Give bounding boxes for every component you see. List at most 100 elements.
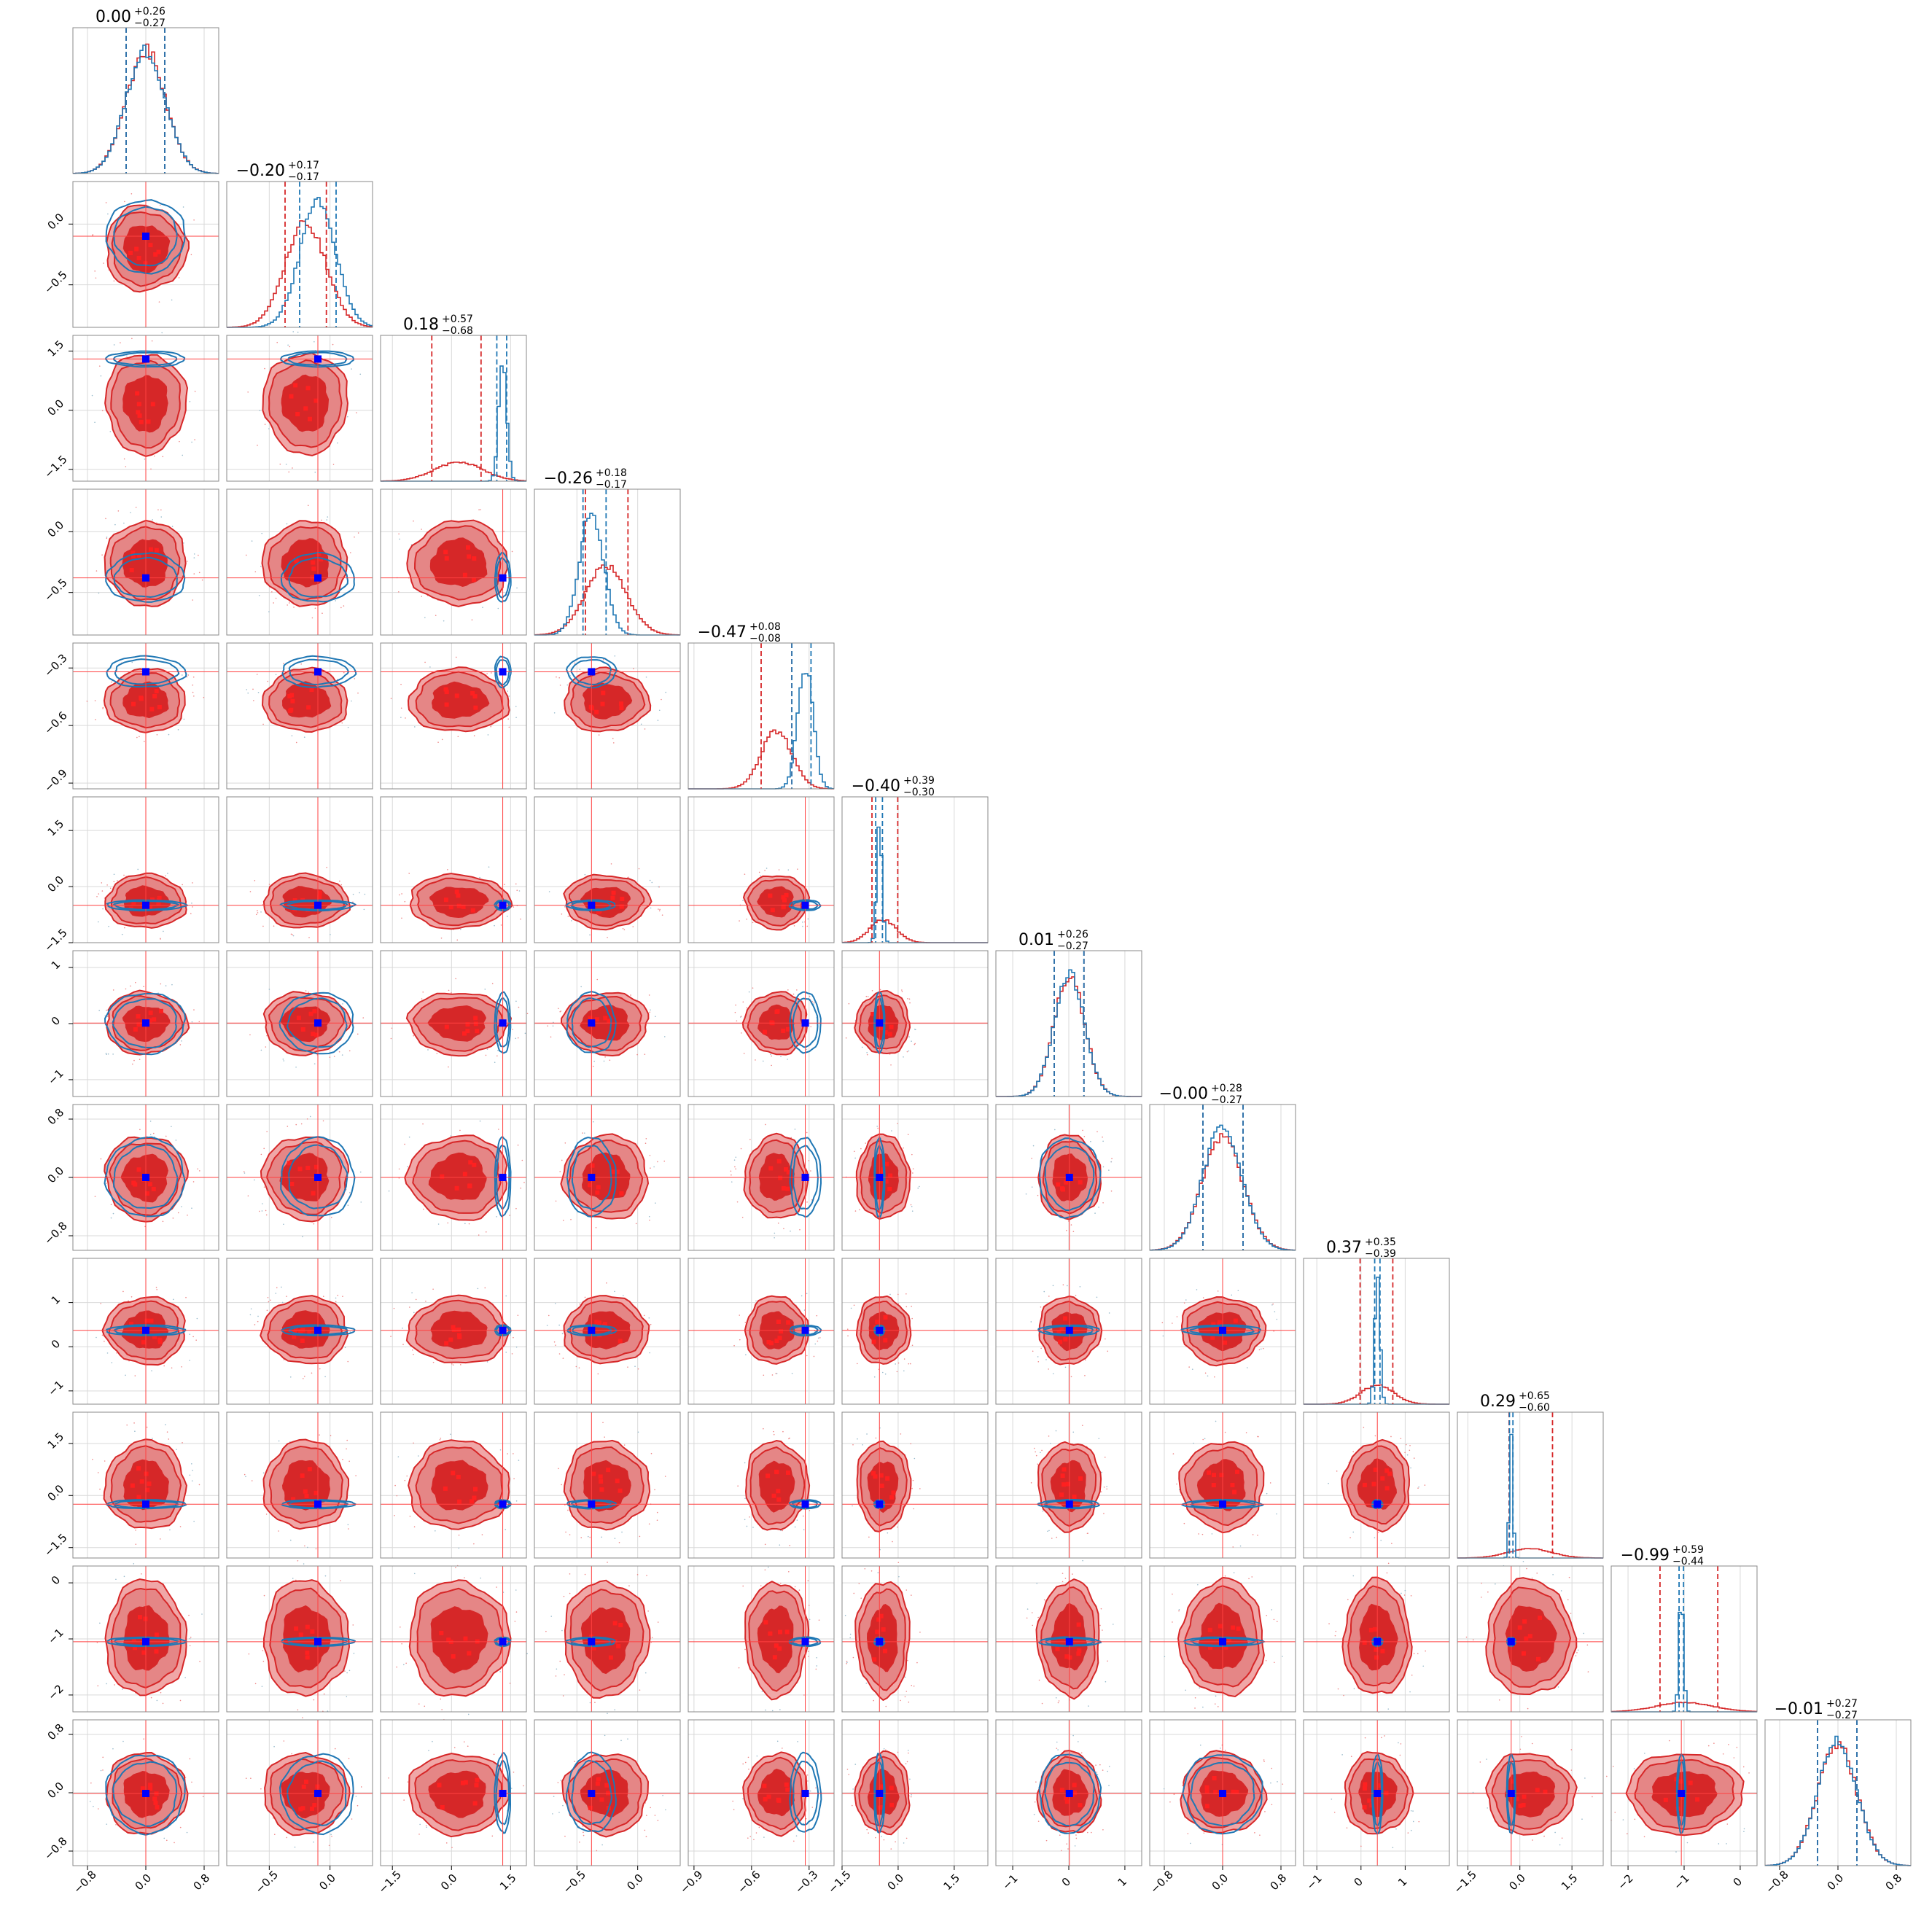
hist-line-blue-6 [996,969,1142,1097]
contour-panel-8-6 [995,1258,1142,1405]
y-tick-label-5-1: 0.0 [45,873,67,895]
param-title-plus-10: +0.59 [1672,1544,1704,1556]
contour-panel-7-5 [841,1104,989,1251]
y-tick-label-10-2: 0 [49,1573,63,1587]
param-title-minus-2: −0.68 [442,325,473,337]
histogram-panel-9 [1457,1411,1604,1559]
hist-line-blue-7 [1150,1124,1296,1251]
contour-panel-10-5 [841,1562,989,1713]
param-title-7: −0.00 [1159,1085,1208,1103]
param-title-minus-3: −0.17 [596,479,627,491]
contour-panel-7-0 [72,1104,219,1251]
y-tick-label-11-2: 0.8 [45,1721,67,1743]
contour-panel-7-4 [688,1104,835,1251]
param-title-minus-1: −0.17 [288,171,319,183]
contour-panel-6-5 [841,950,989,1097]
y-tick-label-2-1: 0.0 [45,397,67,418]
contour-panel-7-3 [534,1104,681,1251]
param-title-10: −0.99 [1621,1546,1670,1565]
x-tick-label-8-2: 1 [1395,1875,1409,1889]
contour-panel-9-5 [841,1411,989,1559]
x-tick-label-11-0: −0.8 [1763,1868,1791,1896]
x-tick-label-11-1: 0.0 [1825,1871,1847,1893]
contour-panel-8-7 [1149,1258,1296,1405]
histogram-panel-10 [1610,1565,1758,1713]
y-tick-label-7-0: −0.8 [42,1219,69,1247]
y-tick-label-10-0: −2 [45,1682,66,1702]
x-tick-label-11-2: 0.8 [1883,1871,1905,1893]
contour-panel-5-3 [534,796,681,943]
contour-panel-9-7 [1149,1411,1296,1559]
hist-line-blue-0 [73,44,219,174]
param-title-5: −0.40 [852,777,900,795]
x-tick-label-10-2: 0 [1731,1875,1745,1889]
contour-panel-9-6 [995,1411,1142,1559]
contour-panel-3-2 [380,488,527,636]
param-title-11: −0.01 [1775,1700,1823,1718]
histogram-panel-7 [1149,1104,1296,1251]
x-tick-label-0-2: 0.8 [191,1871,213,1893]
histogram-panel-2 [380,335,527,482]
contour-panel-11-9 [1457,1719,1604,1866]
contour-panel-10-6 [995,1559,1142,1713]
hist-line-red-9 [1457,1548,1603,1559]
param-title-minus-9: −0.60 [1519,1402,1550,1414]
contour-panel-1-0 [72,181,219,328]
y-tick-label-2-0: −1.5 [42,453,69,480]
contour-panel-4-2 [380,642,527,790]
contour-panel-3-1 [226,488,373,636]
x-tick-label-3-0: −0.5 [561,1868,588,1896]
param-title-4: −0.47 [698,623,747,642]
contour-panel-9-0 [72,1411,219,1559]
y-tick-label-11-0: −0.8 [42,1834,69,1862]
param-title-9: 0.29 [1480,1392,1516,1411]
contour-panel-10-1 [226,1560,373,1718]
y-tick-label-1-0: −0.5 [42,268,69,296]
contour-panel-10-0 [72,1563,219,1713]
x-tick-label-6-1: 0 [1059,1875,1073,1889]
x-tick-label-9-1: 0.0 [1506,1871,1528,1893]
param-title-plus-2: +0.57 [442,313,473,325]
x-tick-label-10-0: −2 [1615,1871,1635,1892]
hist-line-red-2 [381,461,526,482]
x-tick-label-10-1: −1 [1671,1871,1691,1892]
y-tick-label-4-2: −0.3 [42,651,69,679]
hist-line-blue-11 [1765,1735,1911,1866]
contour-panel-7-2 [380,1104,527,1251]
param-title-plus-8: +0.35 [1365,1236,1396,1248]
contour-panel-11-7 [1149,1719,1296,1866]
histogram-panel-11 [1764,1719,1912,1866]
y-tick-label-6-0: −1 [45,1067,66,1087]
contour-panel-4-0 [72,642,219,790]
y-tick-label-5-0: −1.5 [42,926,69,954]
x-tick-label-4-1: −0.6 [735,1868,763,1896]
contour-panel-6-0 [72,950,219,1097]
x-tick-label-8-1: 0 [1352,1875,1366,1889]
x-tick-label-5-2: 1.5 [941,1871,963,1893]
contour-panel-2-1 [226,331,373,482]
y-tick-label-6-2: 1 [49,958,63,972]
contour-panel-11-4 [688,1719,835,1866]
contour-panel-4-3 [534,642,681,790]
y-tick-label-4-0: −0.9 [42,766,69,794]
y-tick-label-9-2: 1.5 [45,1430,67,1452]
contour-panel-8-3 [534,1258,681,1405]
x-tick-label-3-1: 0.0 [624,1871,646,1893]
contour-panel-6-1 [226,950,373,1097]
contour-panel-11-6 [995,1719,1142,1866]
histogram-panel-1 [226,181,373,328]
contour-panel-9-3 [534,1411,681,1559]
hist-line-blue-1 [227,197,373,328]
x-tick-label-4-2: −0.3 [792,1868,820,1896]
contour-panel-8-1 [226,1258,373,1405]
contour-panel-6-3 [534,950,681,1097]
param-title-minus-0: −0.27 [134,17,165,29]
param-title-minus-5: −0.30 [903,787,935,798]
param-title-plus-5: +0.39 [903,775,935,787]
param-title-plus-6: +0.26 [1057,929,1088,940]
y-tick-label-1-1: 0.0 [45,211,67,233]
contour-panel-5-1 [226,796,373,943]
x-tick-label-7-0: −0.8 [1148,1868,1175,1896]
y-tick-label-9-1: 0.0 [45,1482,67,1504]
param-title-minus-11: −0.27 [1826,1710,1858,1721]
